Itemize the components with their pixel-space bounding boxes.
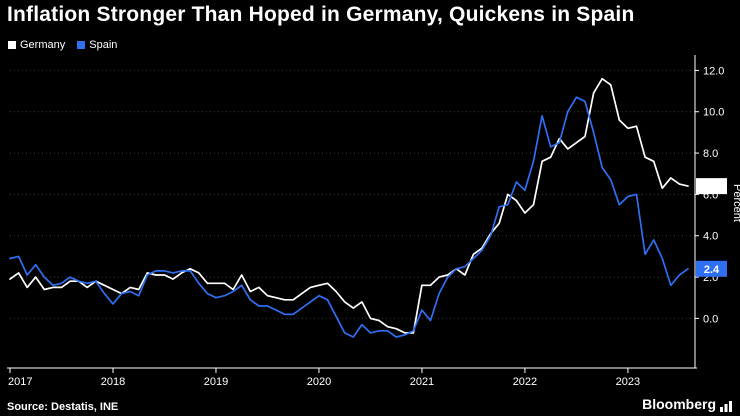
y-tick-label: 0.0 [703,313,718,325]
y-tick-label: 4.0 [703,231,718,243]
y-axis-unit-label: Percent [731,184,740,222]
y-tick-label: 12.0 [703,65,724,77]
chart-legend: Germany Spain [8,39,117,51]
x-tick-label: 2018 [101,376,125,388]
x-tick-label: 2017 [8,376,32,388]
y-tick-label: 10.0 [703,107,724,119]
value-badge-label-germany: 6.4 [704,181,720,193]
germany-swatch-icon [8,41,16,49]
x-tick-label: 2023 [616,376,640,388]
legend-item-germany[interactable]: Germany [8,39,65,51]
chart-title: Inflation Stronger Than Hoped in Germany… [7,3,635,26]
x-tick-label: 2021 [410,376,434,388]
source-note: Source: Destatis, INE [7,401,119,413]
bloomberg-wordmark: Bloomberg [642,396,716,412]
germany-line [9,77,689,334]
value-badge-spain [696,260,727,277]
x-tick-label: 2019 [204,376,228,388]
legend-label-spain: Spain [89,39,118,51]
bloomberg-logo: Bloomberg [642,396,732,412]
legend-label-germany: Germany [20,39,66,51]
value-badge-germany [696,178,727,195]
y-tick-label: 8.0 [703,148,718,160]
value-badge-label-spain: 2.4 [704,264,720,276]
x-tick-label: 2020 [307,376,331,388]
bloomberg-chart-bars-icon [720,401,732,412]
spain-swatch-icon [77,41,86,49]
spain-line [9,96,689,338]
x-tick-label: 2022 [513,376,537,388]
legend-item-spain[interactable]: Spain [77,39,117,51]
